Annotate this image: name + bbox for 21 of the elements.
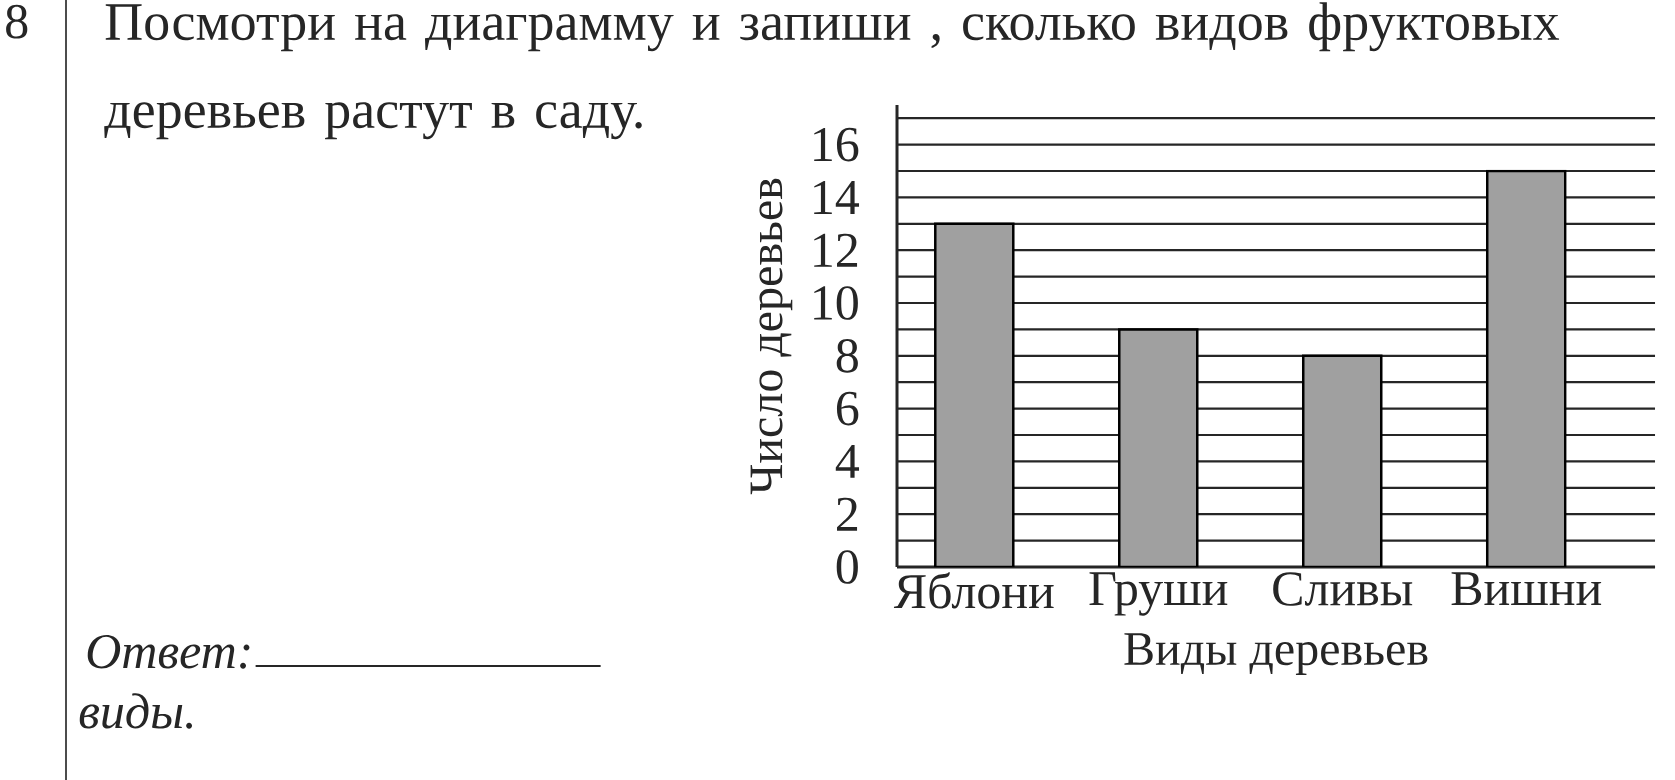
y-tick-label: 6 (836, 391, 859, 426)
bar (1302, 354, 1383, 567)
y-tick-label: 14 (814, 180, 860, 214)
x-axis-title: Виды деревьев (1124, 633, 1428, 675)
y-tick-label: 8 (836, 338, 858, 373)
bar (934, 222, 1015, 567)
y-tick-label: 0 (836, 550, 858, 584)
y-tick-label: 4 (835, 444, 860, 478)
y-tick-label: 2 (837, 497, 858, 531)
y-axis-title: Число деревьев (750, 178, 793, 495)
text: Ответ: (87, 634, 250, 669)
x-tick-label: Вишни (1451, 572, 1602, 606)
y-tick-label: 10 (814, 286, 858, 320)
x-tick-label: Сливы (1273, 572, 1413, 606)
text: 8 (6, 4, 28, 39)
bar (1485, 169, 1567, 567)
y-tick-label: 12 (814, 233, 858, 267)
bar (1118, 328, 1199, 567)
x-tick-label: Груши (1089, 572, 1228, 616)
text: виды. (79, 693, 193, 729)
x-tick-label: Яблони (893, 572, 1054, 609)
